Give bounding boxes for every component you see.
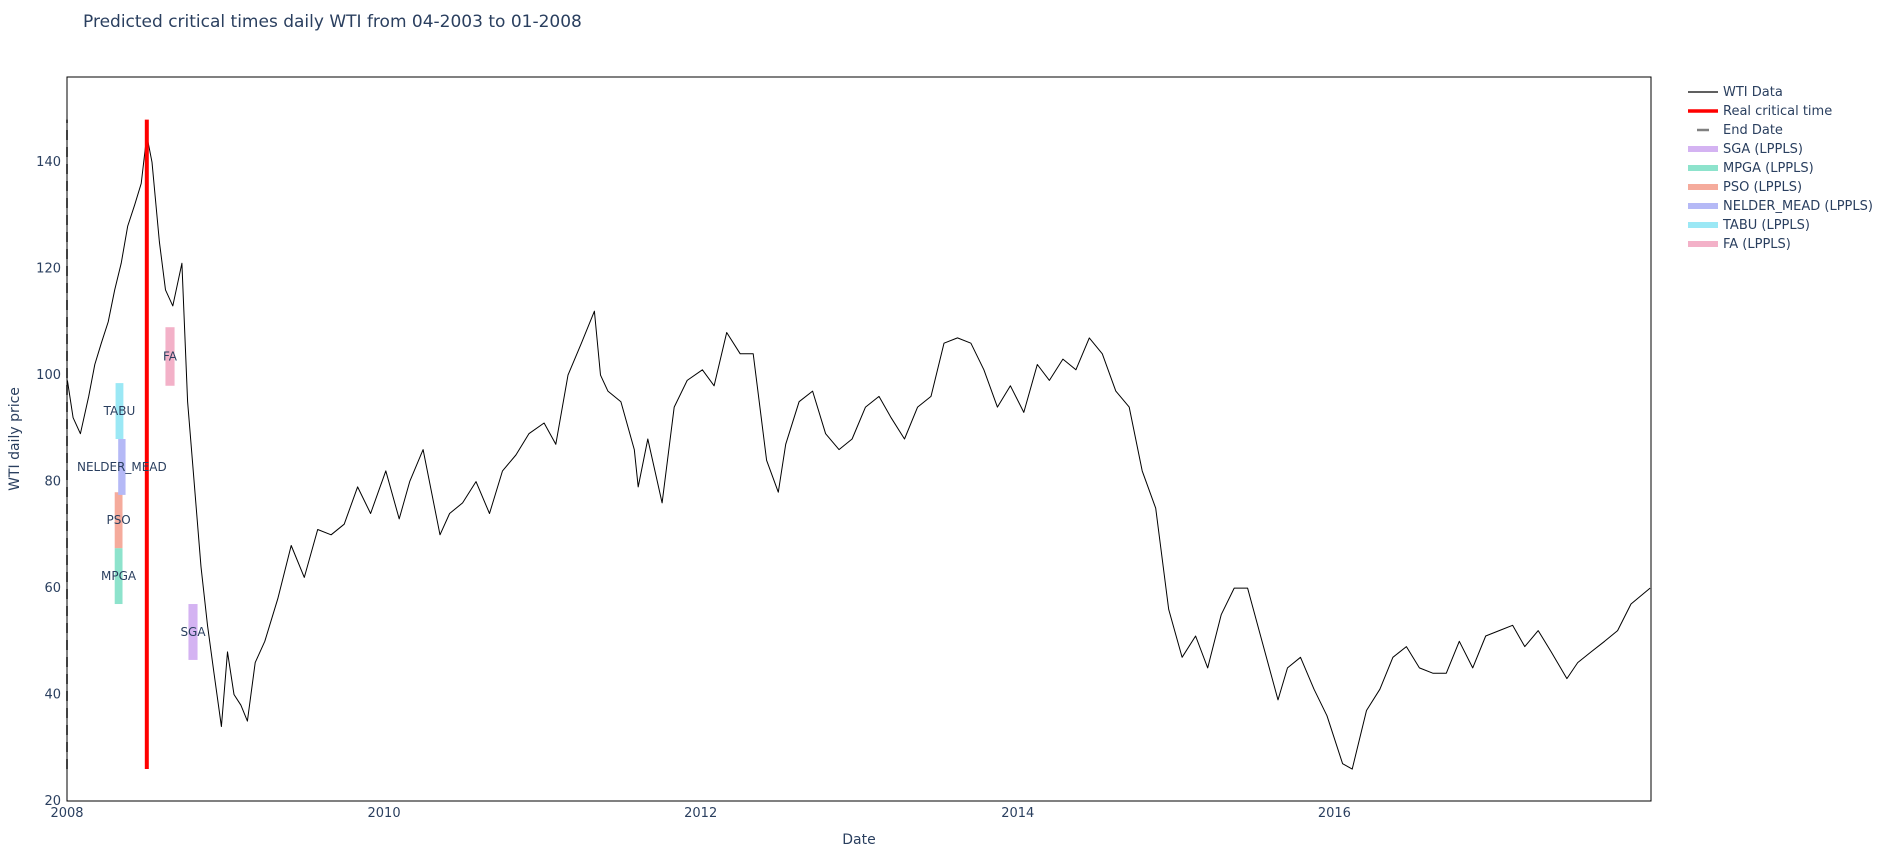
legend-swatch [1688, 184, 1718, 190]
x-axis-ticks: 2008 2010 2012 2014 2016 [50, 806, 1350, 821]
y-tick-label: 120 [36, 262, 61, 277]
legend-item[interactable]: PSO (LPPLS) [1688, 180, 1802, 195]
legend-item[interactable]: SGA (LPPLS) [1688, 142, 1803, 157]
y-axis-ticks: 20 40 60 80 100 120 140 [36, 155, 61, 809]
y-tick-label: 40 [44, 688, 61, 703]
legend-swatch [1688, 222, 1718, 228]
fa-range-label: FA [163, 349, 178, 363]
nelder-mead-range-label: NELDER_MEAD [77, 460, 167, 474]
legend-label: NELDER_MEAD (LPPLS) [1723, 199, 1873, 214]
legend-item[interactable]: FA (LPPLS) [1688, 237, 1791, 252]
mpga-range-box [114, 548, 123, 605]
pso-range-label: PSO [106, 513, 130, 527]
legend-item[interactable]: Real critical time [1688, 104, 1832, 119]
legend-item[interactable]: End Date [1688, 123, 1783, 138]
legend-swatch [1688, 146, 1718, 152]
y-tick-label: 80 [44, 475, 61, 490]
x-tick-label: 2016 [1318, 806, 1351, 821]
legend-swatch [1688, 165, 1718, 171]
legend-item[interactable]: NELDER_MEAD (LPPLS) [1688, 199, 1873, 214]
x-tick-label: 2010 [368, 806, 401, 821]
fa-range-box [165, 327, 175, 386]
legend-label: TABU (LPPLS) [1722, 218, 1810, 233]
legend-item[interactable]: TABU (LPPLS) [1688, 218, 1810, 233]
legend-label: MPGA (LPPLS) [1723, 161, 1814, 176]
x-tick-label: 2008 [50, 806, 83, 821]
legend[interactable]: WTI Data Real critical time End Date SGA (L… [1688, 85, 1873, 252]
pso-range-box [114, 492, 123, 549]
legend-swatch [1688, 241, 1718, 247]
plot-area: SGA MPGA PSO NELDER_MEAD TABU FA [66, 119, 1651, 770]
tabu-range-box [115, 383, 124, 439]
y-tick-label: 20 [44, 794, 61, 809]
x-axis-label: Date [842, 832, 875, 848]
x-tick-label: 2012 [684, 806, 717, 821]
chart-title: Predicted critical times daily WTI from … [83, 12, 582, 32]
legend-label: SGA (LPPLS) [1723, 142, 1803, 157]
y-tick-label: 140 [36, 155, 61, 170]
legend-label: PSO (LPPLS) [1723, 180, 1802, 195]
y-axis-label: WTI daily price [7, 387, 23, 491]
y-tick-label: 60 [44, 581, 61, 596]
legend-label: FA (LPPLS) [1723, 237, 1791, 252]
sga-range-label: SGA [180, 625, 206, 639]
x-tick-label: 2014 [1001, 806, 1034, 821]
tabu-range-label: TABU [103, 404, 136, 418]
legend-item[interactable]: WTI Data [1688, 85, 1783, 100]
y-tick-label: 100 [36, 368, 61, 383]
nelder-mead-range-box [118, 439, 126, 495]
legend-label: End Date [1723, 123, 1783, 138]
legend-swatch [1688, 203, 1718, 209]
wti-data-line [66, 135, 1651, 770]
mpga-range-label: MPGA [101, 569, 137, 583]
plot-frame [66, 76, 1652, 802]
legend-item[interactable]: MPGA (LPPLS) [1688, 161, 1814, 176]
legend-label: WTI Data [1723, 85, 1783, 100]
legend-label: Real critical time [1723, 104, 1832, 119]
sga-range-box [188, 604, 198, 660]
